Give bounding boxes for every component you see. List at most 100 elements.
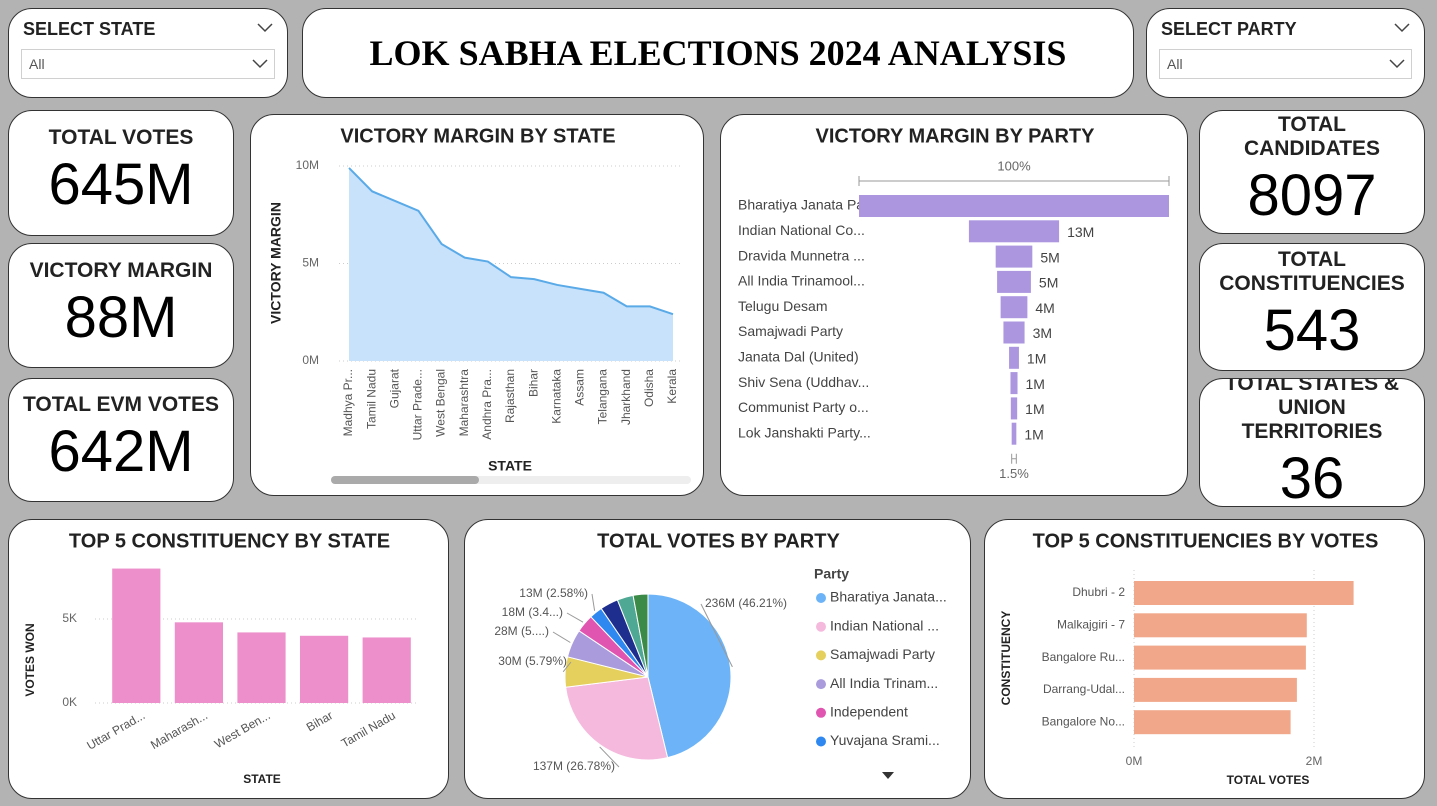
x-tick-label: Tamil Nadu [364, 369, 378, 429]
chart-panel: TOP 5 CONSTITUENCY BY STATE 0K 5K Uttar Pra… [8, 519, 449, 799]
filter-label: SELECT STATE [23, 19, 156, 39]
bar [1009, 346, 1019, 369]
data-label: 28M (5....) [494, 624, 549, 638]
y-tick-label: Dhubri - 2 [1072, 585, 1125, 599]
category-label: Janata Dal (United) [738, 349, 859, 365]
bar [859, 195, 1169, 217]
bracket [1011, 453, 1017, 464]
chart: VICTORY MARGIN BY PARTY 100% Bharatiya Jan… [738, 125, 1170, 481]
chart: TOP 5 CONSTITUENCIES BY VOTES 0M 2M Dhubri … [999, 530, 1379, 787]
x-tick-label: Assam [573, 369, 587, 406]
filter-label: SELECT PARTY [1161, 19, 1297, 39]
bar [1010, 372, 1018, 395]
kpi-value: 642M [48, 419, 194, 484]
value-label: 1M [1026, 376, 1045, 392]
x-tick-label: Maharash... [148, 708, 210, 752]
funnel-bottom-label: 1.5% [999, 466, 1029, 481]
x-tick-label: Uttar Prade... [411, 369, 425, 440]
y-tick-label: 5M [302, 256, 319, 270]
kpi-card: VICTORY MARGIN 88M [8, 243, 234, 368]
x-tick-label: Uttar Prad... [84, 708, 147, 752]
bar [1134, 613, 1307, 638]
kpi-card: TOTAL CONSTITUENCIES 543 [1199, 243, 1425, 371]
legend-title: Party [814, 566, 849, 582]
kpi-label: TOTAL VOTES [48, 126, 194, 149]
x-axis-label: TOTAL VOTES [1227, 773, 1310, 787]
kpi-label: TOTAL CANDIDATES [1243, 113, 1381, 160]
category-label: Shiv Sena (Uddhav... [738, 374, 869, 390]
legend-marker [816, 679, 826, 690]
bar [1134, 581, 1354, 605]
legend-label: All India Trinam... [830, 675, 938, 691]
line [348, 167, 674, 316]
dropdown[interactable]: All [21, 49, 275, 79]
bar [997, 270, 1031, 293]
bar [995, 245, 1033, 268]
value-label: 5M [1039, 275, 1058, 291]
chart: TOP 5 CONSTITUENCY BY STATE 0K 5K Uttar Pra… [23, 530, 418, 786]
bar [1010, 397, 1018, 420]
area [349, 167, 673, 361]
chart-title: VICTORY MARGIN BY PARTY [816, 125, 1096, 147]
chart-panel: TOTAL VOTES BY PARTY 236M (46.21%) 137M (2… [464, 519, 971, 799]
scrollbar-thumb [331, 476, 479, 484]
chart-panel: VICTORY MARGIN BY STATE 0M 5M 10M Madhya Pr.… [250, 114, 704, 496]
leader-line [591, 593, 596, 611]
category-label: Samajwadi Party [738, 323, 843, 339]
chart-panel: TOP 5 CONSTITUENCIES BY VOTES 0M 2M Dhubri … [984, 519, 1425, 799]
category-label: Telugu Desam [738, 298, 828, 314]
y-tick-label: 0K [62, 695, 77, 709]
kpi-value: 88M [64, 284, 178, 350]
kpi-card: TOTAL STATES & UNION TERRITORIES 36 [1199, 378, 1425, 507]
chart: TOTAL VOTES BY PARTY 236M (46.21%) 137M (2… [494, 530, 947, 779]
value-label: 4M [1035, 300, 1054, 316]
x-tick-label: West Ben... [212, 708, 273, 751]
leader-line [552, 631, 571, 643]
leader-line [566, 612, 584, 623]
y-tick-label: Malkajgiri - 7 [1057, 617, 1125, 631]
data-label: 18M (3.4...) [502, 605, 563, 619]
legend-label: Bharatiya Janata... [830, 589, 947, 605]
kpi-value: 8097 [1247, 163, 1377, 228]
value-label: 1M [1024, 426, 1043, 442]
legend-marker [816, 707, 826, 718]
data-label: 137M (26.78%) [533, 759, 615, 773]
chart-title: TOP 5 CONSTITUENCIES BY VOTES [1033, 530, 1379, 552]
chart-title: TOP 5 CONSTITUENCY BY STATE [69, 530, 390, 552]
kpi-card: TOTAL VOTES 645M [8, 110, 234, 236]
y-tick-label: Bangalore No... [1042, 714, 1125, 728]
x-tick-label: Rajasthan [503, 369, 517, 423]
bar [174, 622, 224, 703]
leader-line [599, 746, 620, 768]
party-filter[interactable]: SELECT PARTY All [1146, 8, 1425, 98]
value-label: 3M [1033, 325, 1052, 341]
bar [1134, 677, 1297, 702]
chevron [252, 59, 268, 69]
kpi-label: TOTAL STATES & UNION TERRITORIES [1224, 378, 1400, 443]
data-label: 236M (46.21%) [705, 596, 787, 610]
state-filter[interactable]: SELECT STATE All [8, 8, 288, 98]
category-label: Bharatiya Janata Pa... [738, 197, 876, 213]
bar [362, 637, 411, 703]
filter-value: All [29, 56, 45, 72]
x-tick-label: 0M [1126, 754, 1143, 768]
pie-slice [632, 593, 649, 678]
category-label: Lok Janshakti Party... [738, 424, 871, 440]
leader-line [700, 603, 733, 668]
chevron[interactable] [1394, 23, 1410, 33]
dropdown[interactable]: All [1159, 49, 1412, 79]
kpi-value: 543 [1263, 298, 1361, 363]
x-tick-label: Odisha [642, 369, 656, 407]
bracket [858, 176, 1170, 186]
legend-scroll[interactable] [882, 772, 894, 779]
y-tick-label: 0M [302, 353, 319, 367]
chevron[interactable] [257, 23, 273, 33]
chevron [1389, 59, 1405, 69]
value-label: 5M [1040, 249, 1059, 265]
data-label: 30M (5.79%) [498, 654, 567, 668]
category-label: Dravida Munnetra ... [738, 247, 865, 263]
kpi-value: 645M [48, 152, 194, 217]
legend-label: Independent [830, 704, 908, 720]
bar [1003, 321, 1025, 344]
x-tick-label: 2M [1306, 754, 1323, 768]
